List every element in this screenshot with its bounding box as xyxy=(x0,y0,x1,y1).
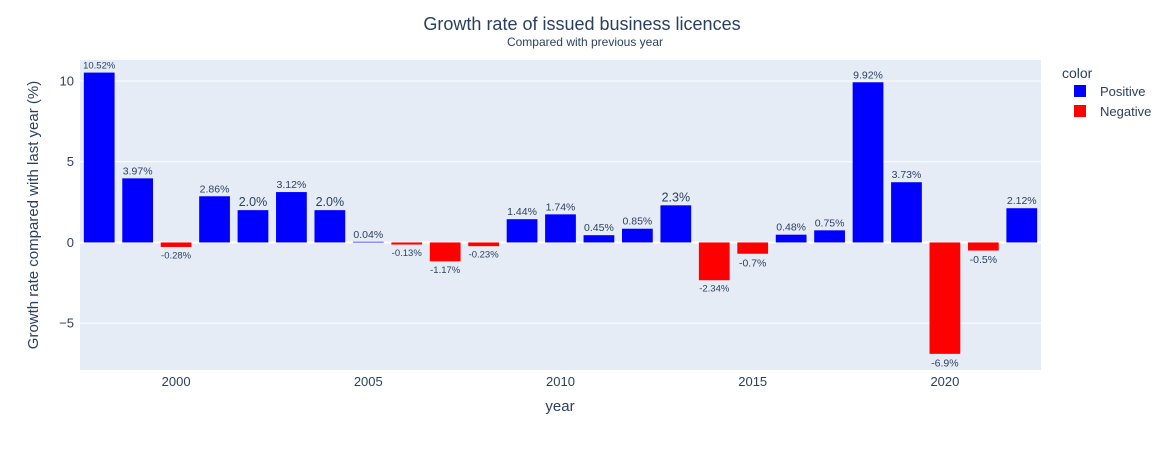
bar-2008[interactable] xyxy=(468,242,499,247)
bar-label-2007: -1.17% xyxy=(430,265,461,276)
bar-label-2011: 0.45% xyxy=(584,222,614,234)
bar-label-2020: -6.9% xyxy=(931,357,958,369)
bar-2011[interactable] xyxy=(583,235,615,243)
bar-label-2004: 2.0% xyxy=(316,195,345,209)
bar-label-2018: 9.92% xyxy=(853,69,883,81)
legend-title: color xyxy=(1062,65,1093,81)
bar-2003[interactable] xyxy=(276,192,307,243)
bar-2018[interactable] xyxy=(852,82,884,243)
bar-2004[interactable] xyxy=(314,210,346,243)
bar-label-2021: -0.5% xyxy=(970,254,997,266)
bar-2020[interactable] xyxy=(929,242,961,354)
bar-1998[interactable] xyxy=(83,72,115,243)
bar-2021[interactable] xyxy=(967,242,999,251)
bar-label-2016: 0.48% xyxy=(776,222,806,234)
y-tick-label: −5 xyxy=(59,316,74,331)
legend-swatch-negative xyxy=(1074,105,1086,117)
y-axis-ticks: −5 0 5 10 xyxy=(59,73,74,330)
bar-2002[interactable] xyxy=(237,210,269,243)
x-tick-label: 2005 xyxy=(354,374,383,389)
bar-2001[interactable] xyxy=(199,196,230,243)
bar-label-2014: -2.34% xyxy=(699,284,730,295)
bar-label-2002: 2.0% xyxy=(239,195,268,209)
legend-swatch-positive xyxy=(1074,85,1086,97)
bar-2006[interactable] xyxy=(391,242,423,245)
x-tick-label: 2000 xyxy=(162,374,191,389)
bar-labels: 10.52% 3.97% -0.28% 2.86% 2.0% 3.12% 2.0% 0.04%… xyxy=(83,61,1037,370)
x-tick-label: 2010 xyxy=(546,374,575,389)
bar-label-2017: 0.75% xyxy=(815,217,845,229)
bar-2009[interactable] xyxy=(506,219,538,243)
bar-2016[interactable] xyxy=(775,234,807,243)
bars xyxy=(83,72,1038,354)
bar-label-2010: 1.74% xyxy=(546,201,576,213)
bar-2010[interactable] xyxy=(545,214,576,243)
y-tick-label: 0 xyxy=(67,235,74,250)
legend-item-negative[interactable]: Negative xyxy=(1074,104,1151,119)
chart-title: Growth rate of issued business licences xyxy=(423,14,740,34)
bar-2005[interactable] xyxy=(352,241,384,243)
bar-label-2000: -0.28% xyxy=(161,250,192,261)
bar-label-2019: 3.73% xyxy=(892,169,922,181)
bar-label-2012: 0.85% xyxy=(622,216,652,228)
legend-label-positive: Positive xyxy=(1100,84,1146,99)
bar-label-2005: 0.04% xyxy=(353,229,383,241)
bar-2000[interactable] xyxy=(160,242,192,247)
x-axis-title: year xyxy=(545,398,574,415)
bar-2014[interactable] xyxy=(698,242,730,281)
bar-label-2001: 2.86% xyxy=(200,183,230,195)
chart-subtitle: Compared with previous year xyxy=(507,35,663,49)
x-tick-label: 2015 xyxy=(738,374,767,389)
bar-label-2006: -0.13% xyxy=(392,248,423,259)
bar-2012[interactable] xyxy=(622,228,653,243)
bar-label-1998: 10.52% xyxy=(83,61,116,72)
legend[interactable]: color Positive Negative xyxy=(1062,65,1151,119)
bar-2019[interactable] xyxy=(891,182,922,243)
bar-label-2009: 1.44% xyxy=(507,206,537,218)
bar-2013[interactable] xyxy=(660,205,692,243)
bar-2007[interactable] xyxy=(429,242,461,262)
bar-label-2008: -0.23% xyxy=(469,250,500,261)
bar-2015[interactable] xyxy=(737,242,769,254)
bar-label-2022: 2.12% xyxy=(1007,195,1037,207)
bar-2022[interactable] xyxy=(1006,208,1038,243)
x-tick-label: 2020 xyxy=(930,374,959,389)
legend-item-positive[interactable]: Positive xyxy=(1074,84,1146,99)
bar-label-2003: 3.12% xyxy=(277,179,307,191)
y-tick-label: 5 xyxy=(67,154,74,169)
x-axis-ticks: 2000 2005 2010 2015 2020 xyxy=(162,374,960,389)
bar-label-1999: 3.97% xyxy=(123,165,153,177)
legend-label-negative: Negative xyxy=(1100,104,1151,119)
bar-2017[interactable] xyxy=(814,230,845,243)
y-axis-title: Growth rate compared with last year (%) xyxy=(25,81,42,349)
y-tick-label: 10 xyxy=(60,73,74,88)
bar-1999[interactable] xyxy=(122,178,154,243)
bar-label-2015: -0.7% xyxy=(739,257,766,269)
bar-label-2013: 2.3% xyxy=(662,190,691,204)
